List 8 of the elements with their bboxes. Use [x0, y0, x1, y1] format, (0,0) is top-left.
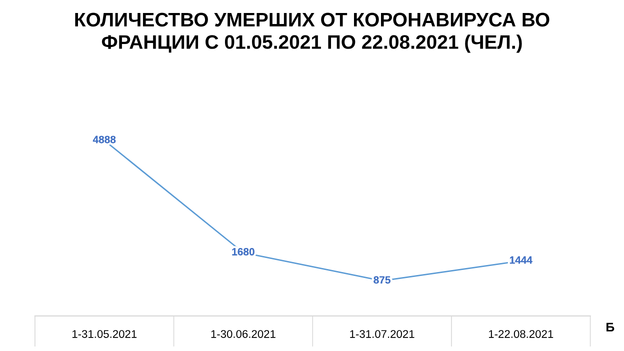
- x-tick-label: 1-30.06.2021: [211, 330, 276, 338]
- x-tick-label: 1-31.05.2021: [72, 330, 137, 338]
- text: Б: [606, 322, 614, 332]
- x-tick-label: 1-22.08.2021: [488, 330, 554, 338]
- chart-title: КОЛИЧЕСТВО УМЕРШИХ ОТ КОРОНАВИРУСА ВО ФРАНЦИИ С 01.05.2021 ПО 22.08.2021 (ЧЕЛ.): [75, 12, 550, 53]
- x-tick-label: 1-31.07.2021: [350, 330, 414, 338]
- data-label: 4888: [92, 136, 116, 144]
- data-label: 1444: [510, 256, 532, 264]
